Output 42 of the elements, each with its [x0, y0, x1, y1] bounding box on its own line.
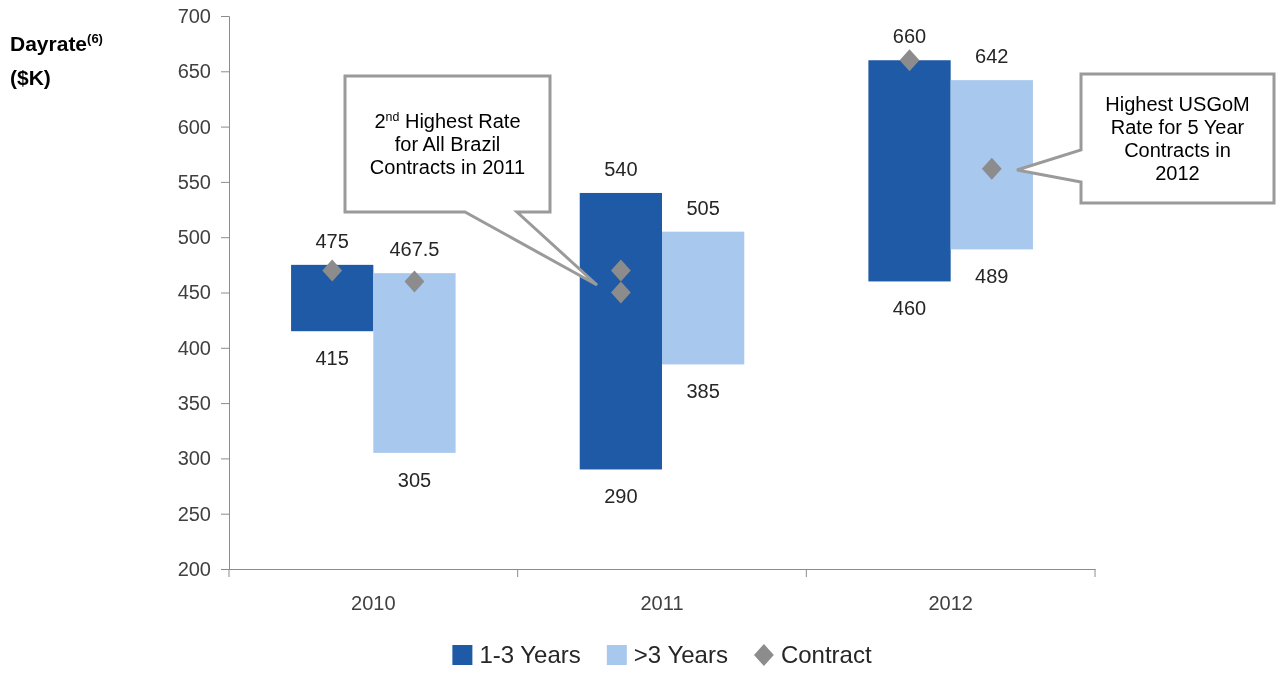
- x-tick-label: 2011: [640, 592, 684, 615]
- point: [322, 259, 343, 282]
- annotation: 660: [892, 25, 927, 48]
- y-tick-label: 450: [177, 281, 211, 304]
- y-tick-label: 350: [177, 392, 211, 414]
- annotation: 415: [315, 347, 349, 370]
- y-tick-label: 200: [177, 557, 211, 580]
- y-tick-label: 500: [177, 226, 211, 249]
- x-tick-label: 2012: [928, 592, 973, 615]
- legend-label: Contract: [780, 641, 872, 668]
- y-tick-label: 550: [177, 170, 211, 193]
- x-tick-label: 2010: [351, 592, 396, 615]
- point: [610, 281, 631, 304]
- annotation: 475: [315, 229, 349, 252]
- y-tick-label: 650: [177, 60, 211, 83]
- bar: [950, 80, 1033, 250]
- annotation: 642: [975, 45, 1009, 68]
- annotation: 2$^{nd}$ Highest Rate for All Brazil Contracts in 2011: [369, 110, 526, 178]
- annotation: 467.5: [389, 238, 440, 261]
- text: Highest USGoM Rate for 5 Year Contracts in 2012: [1105, 93, 1250, 184]
- text: Dayrate$^{(6)}$ ($K): [10, 31, 103, 89]
- annotation: 290: [604, 485, 638, 508]
- point: [899, 49, 920, 72]
- annotation: 460: [892, 297, 927, 320]
- y-tick-label: 250: [177, 502, 211, 525]
- point: [610, 259, 631, 282]
- annotation: 505: [686, 196, 720, 219]
- annotation: 305: [397, 468, 432, 491]
- bar: [662, 231, 745, 365]
- y-tick-label: 400: [177, 336, 211, 359]
- annotation: 489: [975, 265, 1009, 288]
- y-tick-label: 600: [177, 115, 211, 138]
- bar: [868, 60, 951, 282]
- annotation: 385: [686, 380, 720, 403]
- annotation: 540: [604, 157, 638, 180]
- bar: [291, 264, 374, 332]
- y-tick-label: 700: [177, 4, 211, 27]
- legend-label: >3 Years: [633, 641, 728, 668]
- bar: [373, 273, 456, 453]
- y-tick-label: 300: [177, 447, 211, 470]
- bar: [579, 192, 662, 470]
- legend-label: 1-3 Years: [479, 641, 581, 668]
